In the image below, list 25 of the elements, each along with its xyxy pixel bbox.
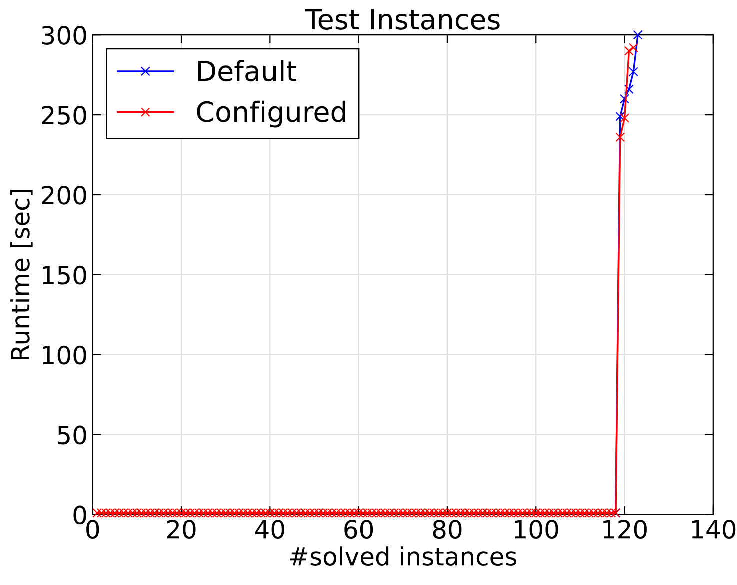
y-tick-label: 300 bbox=[42, 26, 86, 45]
point bbox=[616, 112, 626, 122]
legend-label: Default bbox=[198, 60, 296, 82]
x-tick-label: 100 bbox=[515, 520, 558, 540]
x-tick-label: 140 bbox=[692, 520, 736, 540]
chart-title: Test Instances bbox=[304, 9, 500, 30]
point bbox=[628, 67, 638, 77]
point bbox=[620, 94, 630, 104]
y-tick-label: 200 bbox=[42, 186, 86, 205]
x-tick-label: 0 bbox=[86, 520, 100, 540]
x-axis-title: #solved instances bbox=[290, 546, 516, 566]
y-tick-label: 50 bbox=[58, 426, 86, 445]
y-tick-label: 250 bbox=[42, 106, 86, 125]
point bbox=[633, 30, 643, 40]
y-axis-title: Runtime [sec] bbox=[10, 190, 33, 360]
x-tick-label: 20 bbox=[167, 520, 196, 540]
x-tick-label: 60 bbox=[344, 520, 374, 540]
x-tick-label: 80 bbox=[433, 520, 462, 540]
x-tick-label: 40 bbox=[255, 520, 284, 540]
legend-label: Configured bbox=[197, 100, 346, 128]
y-tick-label: 0 bbox=[74, 506, 86, 525]
point bbox=[624, 84, 634, 94]
y-tick-label: 150 bbox=[43, 266, 86, 285]
x-tick-label: 120 bbox=[604, 520, 647, 540]
y-tick-label: 100 bbox=[43, 346, 86, 365]
